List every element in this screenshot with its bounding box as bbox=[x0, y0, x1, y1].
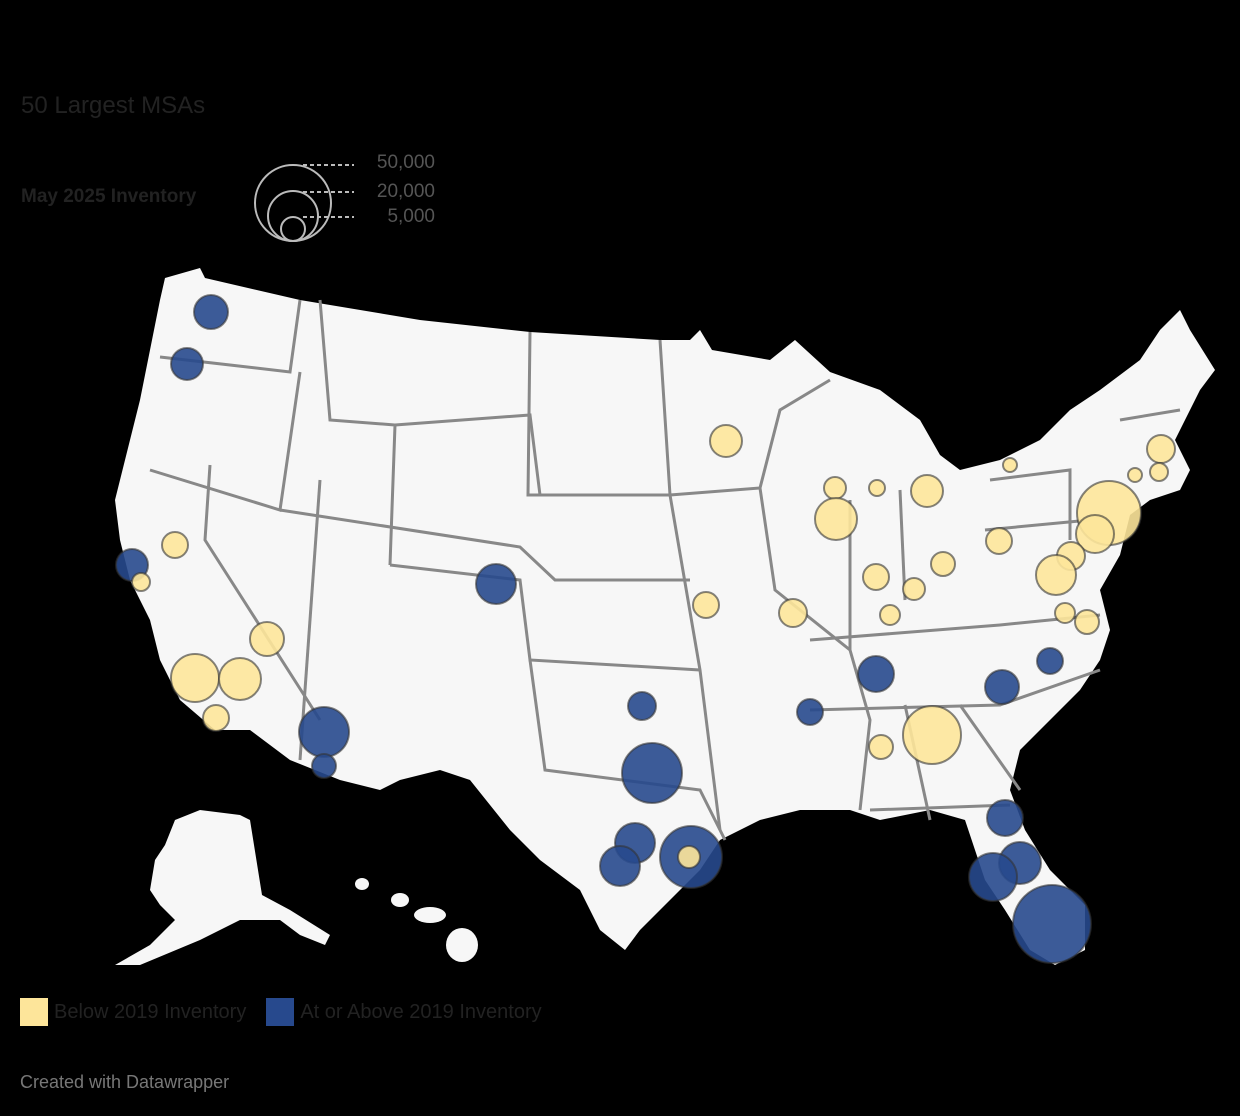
msa-bubble[interactable] bbox=[984, 669, 1020, 705]
msa-bubble[interactable] bbox=[161, 531, 189, 559]
msa-bubble[interactable] bbox=[1054, 602, 1076, 624]
msa-bubble[interactable] bbox=[475, 563, 517, 605]
alaska bbox=[115, 810, 330, 965]
msa-bubble[interactable] bbox=[1146, 434, 1176, 464]
legend-label-above: At or Above 2019 Inventory bbox=[300, 1000, 542, 1023]
msa-bubble[interactable] bbox=[202, 704, 230, 732]
datawrapper-credit: Created with Datawrapper bbox=[20, 1072, 230, 1092]
msa-bubble[interactable] bbox=[1127, 467, 1143, 483]
msa-bubble[interactable] bbox=[692, 591, 720, 619]
msa-bubble[interactable] bbox=[985, 527, 1013, 555]
size-legend-label: May 2025 Inventory bbox=[21, 186, 197, 207]
msa-bubble[interactable] bbox=[879, 604, 901, 626]
size-legend-value-large: 50,000 bbox=[376, 152, 435, 173]
msa-bubble[interactable] bbox=[709, 424, 743, 458]
msa-bubble[interactable] bbox=[298, 706, 350, 758]
msa-bubble[interactable] bbox=[1035, 554, 1077, 596]
msa-bubble[interactable] bbox=[1012, 884, 1092, 964]
chart-title: 50 Largest MSAs bbox=[21, 92, 206, 119]
msa-bubble[interactable] bbox=[968, 852, 1018, 902]
msa-bubble[interactable] bbox=[1036, 647, 1064, 675]
msa-bubble[interactable] bbox=[249, 621, 285, 657]
legend-item-below: Below 2019 Inventory bbox=[20, 998, 246, 1026]
size-legend-value-medium: 20,000 bbox=[376, 181, 435, 202]
msa-bubble[interactable] bbox=[902, 577, 926, 601]
msa-bubble[interactable] bbox=[778, 598, 808, 628]
msa-bubble[interactable] bbox=[868, 734, 894, 760]
hawaii bbox=[355, 878, 478, 962]
size-legend-circles-icon bbox=[254, 164, 354, 242]
size-legend-value-small: 5,000 bbox=[387, 206, 435, 227]
msa-bubble[interactable] bbox=[131, 572, 151, 592]
msa-bubble[interactable] bbox=[930, 551, 956, 577]
msa-bubble[interactable] bbox=[193, 294, 229, 330]
msa-bubble[interactable] bbox=[823, 476, 847, 500]
legend-label-below: Below 2019 Inventory bbox=[54, 1000, 247, 1023]
msa-bubble[interactable] bbox=[796, 698, 824, 726]
legend-swatch-above bbox=[266, 998, 295, 1026]
color-legend: Below 2019 Inventory At or Above 2019 In… bbox=[20, 998, 542, 1026]
msa-bubble[interactable] bbox=[902, 705, 962, 765]
msa-bubble[interactable] bbox=[170, 347, 204, 381]
msa-bubble[interactable] bbox=[599, 845, 641, 887]
msa-bubble[interactable] bbox=[621, 742, 683, 804]
msa-bubble[interactable] bbox=[170, 653, 220, 703]
legend-swatch-below bbox=[20, 998, 48, 1026]
msa-bubble[interactable] bbox=[986, 799, 1024, 837]
msa-bubble[interactable] bbox=[218, 657, 262, 701]
msa-bubble[interactable] bbox=[857, 655, 895, 693]
msa-bubbles bbox=[115, 294, 1176, 964]
msa-bubble[interactable] bbox=[862, 563, 890, 591]
legend-item-above: At or Above 2019 Inventory bbox=[266, 998, 542, 1026]
size-legend: May 2025 Inventory 50,000 20,000 5,000 bbox=[21, 150, 461, 250]
msa-bubble[interactable] bbox=[1074, 609, 1100, 635]
msa-bubble[interactable] bbox=[311, 753, 337, 779]
us-land bbox=[115, 268, 1215, 965]
msa-bubble[interactable] bbox=[910, 474, 944, 508]
msa-bubble[interactable] bbox=[627, 691, 657, 721]
msa-bubble[interactable] bbox=[814, 497, 858, 541]
msa-bubble[interactable] bbox=[1149, 462, 1169, 482]
msa-bubble[interactable] bbox=[1075, 514, 1115, 554]
msa-bubble[interactable] bbox=[677, 845, 701, 869]
msa-bubble[interactable] bbox=[868, 479, 886, 497]
msa-bubble[interactable] bbox=[1002, 457, 1018, 473]
